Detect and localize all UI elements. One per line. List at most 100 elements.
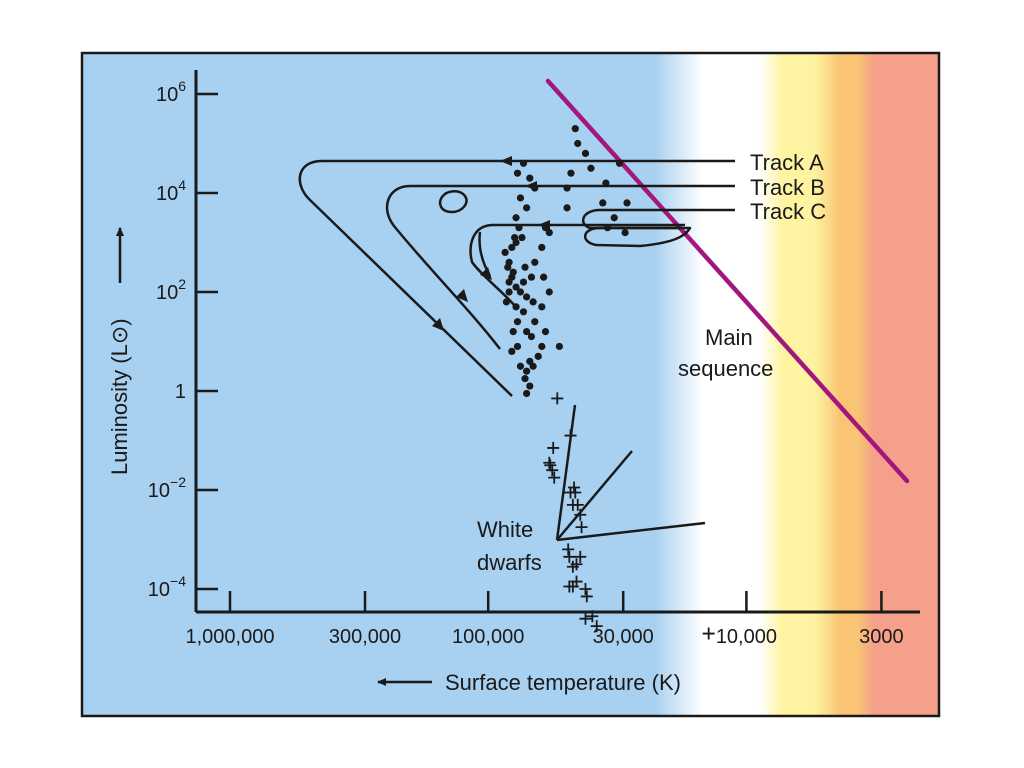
nucleus-point bbox=[516, 362, 525, 370]
track-b-label: Track B bbox=[750, 175, 825, 200]
nucleus-point bbox=[523, 293, 531, 301]
nucleus-point bbox=[571, 125, 579, 133]
y-tick-label: 104 bbox=[156, 177, 186, 205]
nucleus-point bbox=[581, 149, 590, 157]
nucleus-point bbox=[563, 204, 571, 212]
nucleus-point bbox=[519, 278, 528, 286]
nucleus-point bbox=[526, 174, 534, 182]
y-tick-label: 106 bbox=[156, 78, 186, 106]
axes bbox=[194, 70, 920, 614]
nucleus-point bbox=[523, 328, 531, 336]
white-dwarf-point bbox=[564, 486, 577, 499]
white-dwarf-point bbox=[586, 610, 599, 623]
nucleus-point bbox=[563, 184, 571, 192]
nucleus-point bbox=[621, 229, 629, 237]
nucleus-point bbox=[527, 332, 536, 341]
nucleus-point bbox=[513, 342, 522, 351]
nucleus-point bbox=[529, 362, 537, 370]
nucleus-point bbox=[513, 318, 522, 326]
nucleus-point bbox=[516, 288, 525, 296]
nucleus-point bbox=[523, 367, 531, 375]
x-tick-label: 300,000 bbox=[329, 626, 401, 648]
white-dwarf-point bbox=[563, 550, 576, 563]
nucleus-point bbox=[587, 164, 595, 172]
track-c-down-arrowhead bbox=[480, 267, 492, 280]
nucleus-point bbox=[515, 224, 523, 232]
nucleus-point bbox=[512, 214, 520, 222]
nucleus-point bbox=[505, 288, 513, 296]
y-axis-ticks: 106 104 102 1 10−2 10−4 bbox=[148, 78, 218, 601]
y-tick-label: 102 bbox=[156, 276, 186, 304]
nucleus-point bbox=[603, 224, 612, 232]
y-tick-label: 10−2 bbox=[148, 474, 186, 502]
nucleus-point bbox=[540, 273, 548, 281]
white-dwarf-point bbox=[547, 441, 560, 454]
y-axis-title-group: Luminosity (L⊙) bbox=[107, 227, 132, 475]
x-tick-label: 10,000 bbox=[716, 626, 777, 648]
nucleus-point bbox=[567, 169, 575, 177]
nucleus-point bbox=[501, 248, 509, 256]
nucleus-point bbox=[513, 169, 522, 177]
nucleus-point bbox=[516, 194, 525, 202]
nucleus-point bbox=[526, 382, 534, 390]
white-dwarf-point bbox=[566, 498, 579, 511]
main-sequence-label-line2: sequence bbox=[678, 356, 773, 381]
nucleus-point bbox=[602, 179, 610, 187]
track-a-path bbox=[298, 159, 735, 397]
nucleus-point bbox=[523, 204, 531, 212]
nucleus-point bbox=[504, 263, 512, 271]
white-dwarf-point bbox=[579, 612, 592, 625]
nucleus-point bbox=[527, 273, 536, 281]
white-dwarf-point bbox=[574, 550, 587, 563]
track-c-loop bbox=[584, 226, 692, 248]
y-tick-label: 10−4 bbox=[148, 573, 186, 601]
nucleus-point bbox=[615, 159, 624, 167]
y-tick-label: 1 bbox=[175, 381, 186, 403]
white-dwarf-point bbox=[548, 471, 561, 484]
nucleus-point bbox=[508, 243, 516, 252]
nucleus-point bbox=[531, 318, 539, 326]
white-dwarf-pointers bbox=[555, 404, 706, 542]
track-b-path bbox=[385, 184, 735, 350]
nucleus-point bbox=[531, 184, 539, 192]
track-b-down-arrowhead bbox=[456, 289, 468, 302]
track-c-path-outer bbox=[581, 208, 735, 230]
nucleus-point bbox=[521, 263, 529, 271]
x-tick-label: 3000 bbox=[859, 626, 904, 648]
x-axis-title: Surface temperature (K) bbox=[445, 670, 681, 695]
x-tick-label: 1,000,000 bbox=[186, 626, 275, 648]
nucleus-point bbox=[519, 159, 528, 167]
nucleus-point bbox=[519, 308, 528, 316]
nucleus-point bbox=[509, 328, 517, 336]
white-dwarf-point bbox=[590, 620, 603, 633]
nucleus-point bbox=[623, 199, 631, 207]
nucleus-point bbox=[512, 303, 520, 311]
x-axis-title-group: Surface temperature (K) bbox=[377, 670, 681, 695]
nucleus-point bbox=[521, 375, 529, 383]
nucleus-point bbox=[508, 347, 516, 355]
white-dwarf-point bbox=[543, 456, 556, 469]
nucleus-point bbox=[545, 288, 553, 296]
track-c-path bbox=[469, 223, 685, 307]
nucleus-point bbox=[541, 328, 550, 336]
nucleus-point bbox=[529, 298, 537, 306]
nucleus-point bbox=[505, 278, 513, 286]
nucleus-point bbox=[502, 298, 511, 306]
white-dwarfs-label-line2: dwarfs bbox=[477, 550, 542, 575]
evolutionary-tracks bbox=[298, 159, 735, 397]
track-c-label: Track C bbox=[750, 199, 826, 224]
white-dwarf-point bbox=[580, 590, 593, 603]
white-dwarf-point bbox=[570, 558, 583, 571]
wd-pointer-1 bbox=[555, 404, 577, 541]
white-dwarf-points bbox=[543, 392, 715, 640]
wd-pointer-2 bbox=[556, 450, 633, 541]
nucleus-point bbox=[538, 342, 546, 351]
wd-pointer-3 bbox=[556, 521, 706, 542]
nucleus-point bbox=[523, 389, 531, 398]
nucleus-point bbox=[599, 199, 607, 207]
planetary-nuclei-points bbox=[501, 125, 631, 398]
nucleus-point bbox=[518, 233, 526, 242]
track-a-arrowhead bbox=[500, 156, 512, 166]
figure-frame bbox=[80, 51, 941, 718]
